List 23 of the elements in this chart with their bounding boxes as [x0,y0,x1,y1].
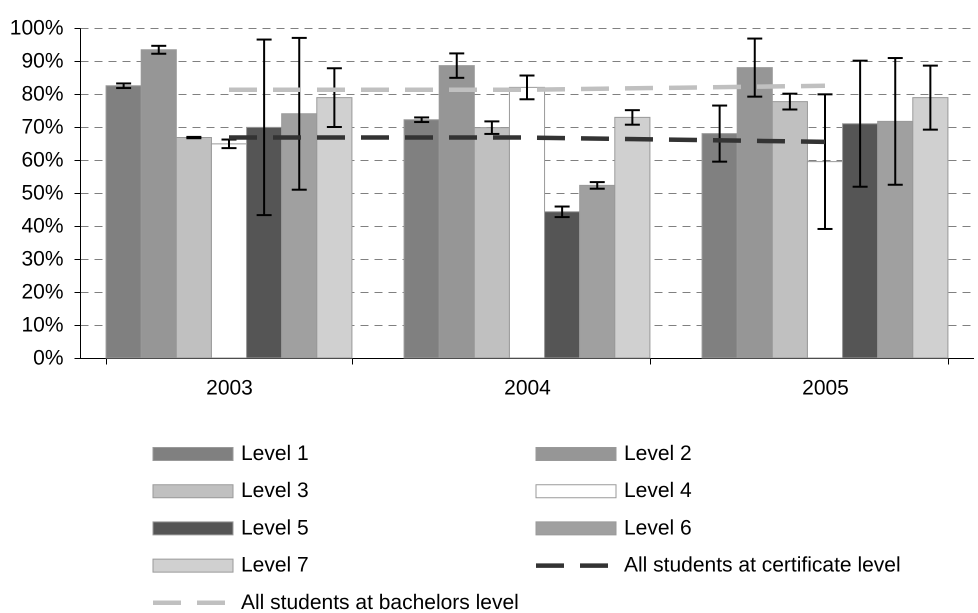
y-tick-label: 70% [21,116,64,138]
y-tick-label: 20% [21,280,64,304]
y-tick-label: 10% [21,314,64,336]
y-tick-label: 90% [21,50,64,72]
legend-label: Level 6 [624,516,692,540]
legend-label: Level 1 [241,442,309,465]
y-tick-label: 60% [21,148,64,172]
legend-label: All students at certificate level [624,554,901,577]
x-tick-label: 2005 [802,376,849,400]
legend-label: Level 5 [241,516,309,540]
y-tick-label: 100% [10,16,64,40]
legend-label: Level 2 [624,442,692,465]
y-tick-label: 40% [21,214,64,238]
legend-label: All students at bachelors level [241,590,519,613]
legend-label: Level 4 [624,479,692,502]
legend-label: Level 7 [241,554,309,577]
y-tick-label: 80% [21,82,64,106]
x-tick-label: 2004 [504,376,552,400]
y-tick-label: 30% [21,248,64,270]
legend-label: Level 3 [241,479,309,502]
y-tick-label: 50% [21,182,64,204]
x-tick-label: 2003 [206,376,253,400]
y-tick-label: 0% [33,346,64,370]
